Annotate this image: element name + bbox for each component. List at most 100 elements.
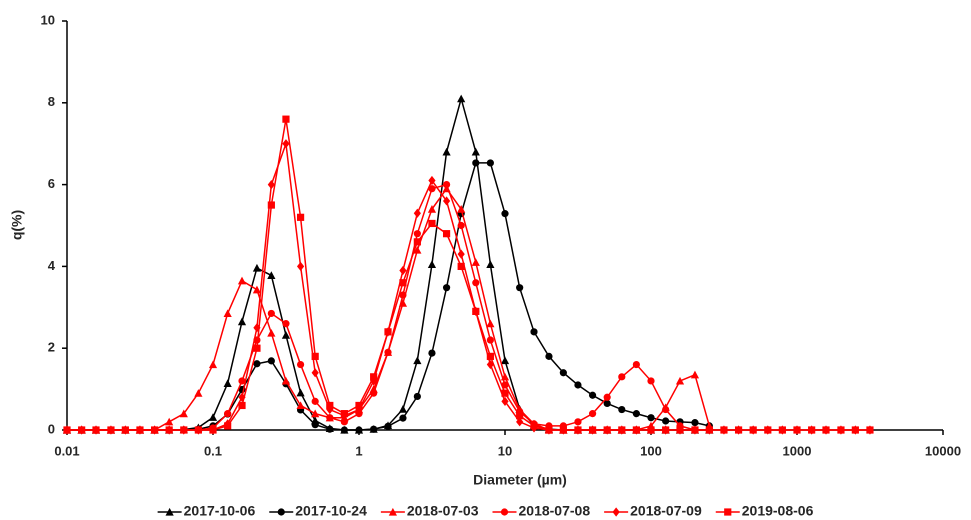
marker — [612, 507, 620, 517]
x-tick-label: 100 — [640, 443, 662, 458]
marker — [209, 426, 217, 434]
marker — [662, 426, 670, 434]
marker — [238, 392, 246, 402]
marker — [311, 409, 320, 418]
marker — [442, 196, 451, 206]
marker — [851, 426, 859, 434]
marker — [223, 309, 232, 318]
legend: 2017-10-06 2017-10-24 2018-07-03 2018-07-08… — [157, 503, 814, 519]
marker — [457, 94, 466, 103]
marker — [277, 508, 285, 516]
marker — [267, 357, 275, 365]
marker — [63, 426, 71, 434]
marker — [724, 508, 732, 516]
y-tick-label: 6 — [48, 176, 55, 191]
legend-label: 2019-08-06 — [742, 503, 814, 519]
marker — [296, 360, 305, 369]
x-tick-label: 1000 — [783, 443, 812, 458]
marker — [355, 401, 363, 410]
marker — [267, 309, 275, 318]
marker — [208, 413, 218, 421]
marker — [179, 409, 188, 418]
marker — [398, 405, 408, 413]
x-axis-label: Diameter (µm) — [473, 472, 567, 488]
marker — [78, 426, 86, 434]
marker — [427, 260, 437, 268]
marker — [253, 344, 261, 352]
marker — [545, 352, 553, 360]
marker — [647, 414, 655, 422]
marker — [384, 422, 392, 430]
marker — [574, 426, 582, 434]
marker — [165, 417, 174, 426]
marker — [252, 263, 262, 272]
x-tick-label: 10 — [498, 443, 512, 458]
marker — [237, 276, 247, 285]
marker — [427, 205, 437, 213]
marker — [793, 426, 801, 434]
marker — [428, 349, 436, 357]
marker — [471, 258, 480, 266]
marker — [413, 238, 421, 246]
y-axis-label: q(%) — [9, 210, 25, 240]
marker — [267, 201, 275, 209]
marker — [340, 418, 348, 426]
marker — [282, 320, 290, 328]
marker — [486, 336, 494, 344]
marker — [486, 359, 494, 370]
marker — [662, 417, 670, 425]
marker — [340, 410, 348, 418]
marker — [267, 180, 275, 190]
marker — [486, 260, 495, 268]
marker — [150, 426, 159, 434]
x-tick-label: 1 — [355, 443, 362, 458]
marker — [311, 421, 319, 429]
marker — [837, 426, 845, 434]
marker — [238, 401, 246, 410]
marker — [647, 377, 655, 385]
marker — [413, 392, 421, 401]
marker — [632, 360, 640, 369]
marker — [281, 376, 291, 385]
y-tick-label: 8 — [48, 94, 55, 109]
marker — [413, 356, 422, 365]
marker — [194, 426, 202, 434]
marker — [136, 426, 144, 434]
marker — [370, 425, 378, 433]
marker — [370, 376, 378, 386]
marker — [516, 284, 524, 292]
marker — [238, 377, 246, 385]
marker — [749, 426, 757, 434]
marker — [734, 426, 743, 434]
y-tick-label: 2 — [48, 340, 55, 355]
marker — [588, 410, 597, 418]
legend-label: 2018-07-03 — [407, 503, 479, 519]
marker — [442, 284, 451, 292]
marker — [165, 426, 173, 434]
marker — [296, 213, 305, 221]
marker — [530, 422, 538, 430]
marker — [516, 417, 524, 427]
marker — [165, 507, 174, 516]
series-line — [67, 95, 710, 431]
legend-item: 2018-07-09 — [604, 503, 702, 519]
marker — [399, 291, 407, 299]
x-tick-label: 10000 — [925, 443, 961, 458]
marker — [224, 410, 232, 418]
legend-item: 2018-07-03 — [380, 503, 479, 519]
marker — [472, 279, 480, 287]
marker — [705, 426, 713, 434]
marker — [384, 348, 392, 356]
marker — [866, 426, 874, 434]
marker — [501, 389, 509, 397]
marker — [500, 508, 509, 516]
marker — [588, 391, 597, 399]
marker — [472, 159, 480, 167]
marker — [603, 399, 611, 408]
marker — [486, 352, 494, 360]
marker — [574, 381, 582, 389]
marker — [296, 401, 305, 410]
marker — [675, 376, 685, 385]
marker — [296, 261, 305, 271]
